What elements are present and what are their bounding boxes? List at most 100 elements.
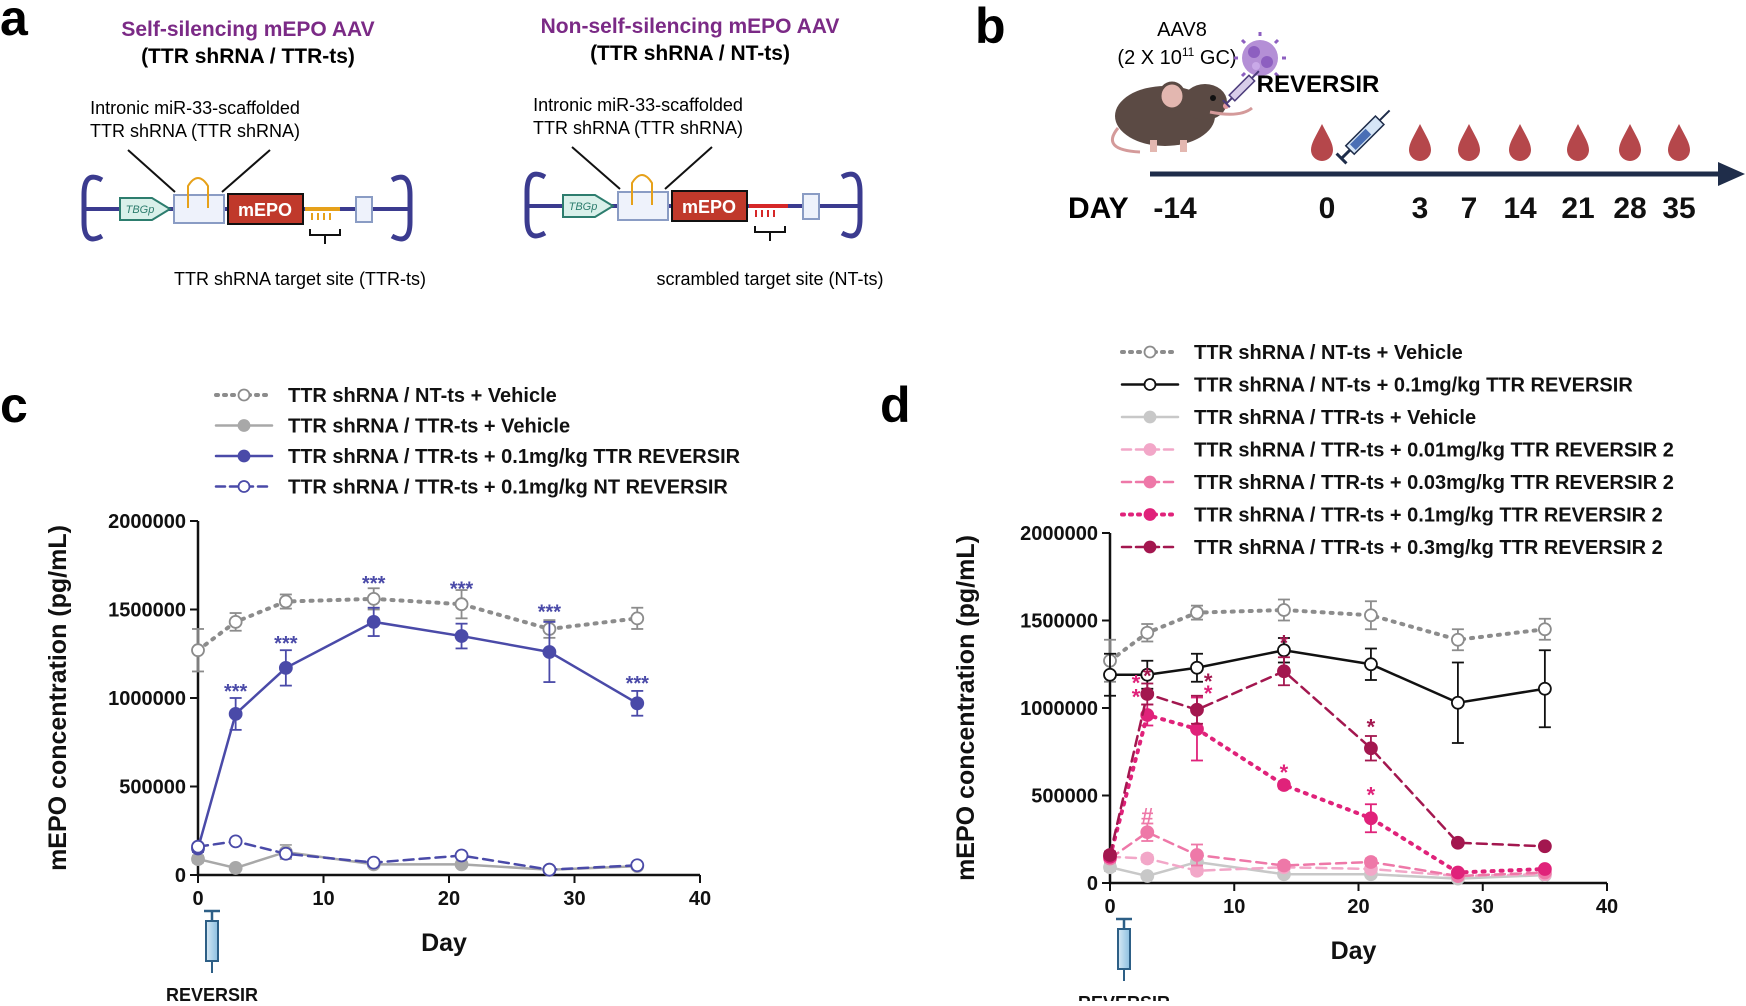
data-point <box>1537 862 1552 876</box>
timeline-day-label: 28 <box>1613 192 1646 225</box>
data-point <box>1451 695 1465 710</box>
series-line <box>196 850 639 871</box>
legend-marker <box>1143 410 1157 424</box>
gene-box <box>671 190 748 222</box>
legend-entry: TTR shRNA / TTR-ts + 0.1mg/kg TTR REVERS… <box>1120 505 1663 527</box>
legend-entry: TTR shRNA / NT-ts + 0.1mg/kg TTR REVERSI… <box>1120 375 1633 397</box>
series <box>1103 656 1552 862</box>
significance-mark: *** <box>626 673 650 695</box>
x-tick-label: 10 <box>312 888 334 910</box>
data-point <box>1451 835 1465 850</box>
panel-label-c: c <box>0 377 28 433</box>
legend-label: TTR shRNA / TTR-ts + 0.01mg/kg TTR REVER… <box>1194 440 1674 462</box>
itr-right <box>840 171 863 239</box>
legend-label: TTR shRNA / TTR-ts + Vehicle <box>288 416 570 438</box>
y-tick-label: 0 <box>175 865 186 887</box>
significance-mark: * <box>1280 630 1289 655</box>
data-point <box>278 661 293 675</box>
timeline-day-label: 3 <box>1412 192 1429 225</box>
legend-entry: TTR shRNA / TTR-ts + 0.3mg/kg TTR REVERS… <box>1120 537 1663 559</box>
data-point <box>191 643 205 658</box>
data-point <box>278 594 293 609</box>
x-axis-label: Day <box>1331 937 1377 965</box>
data-point <box>1103 667 1117 682</box>
reversir-label: REVERSIR <box>1257 71 1380 98</box>
data-point <box>1190 722 1204 736</box>
series-line <box>1108 712 1547 875</box>
blood-drop-icon <box>1619 124 1641 161</box>
data-point <box>1140 687 1155 701</box>
pointer-line <box>664 146 713 190</box>
itr-right <box>390 174 413 242</box>
legend-entry: TTR shRNA / TTR-ts + 0.03mg/kg TTR REVER… <box>1120 472 1674 494</box>
blood-drop-icon <box>1311 124 1333 161</box>
timeline-day-label: 0 <box>1319 192 1336 225</box>
data-point <box>191 839 205 854</box>
intronic-label-2: TTR shRNA (TTR shRNA) <box>90 121 300 141</box>
data-point <box>1537 622 1552 637</box>
intronic-label-1: Intronic miR-33-scaffolded <box>533 95 743 115</box>
legend-label: TTR shRNA / TTR-ts + 0.3mg/kg TTR REVERS… <box>1194 537 1663 559</box>
x-tick-label: 40 <box>689 888 711 910</box>
panel-a: Self-silencing mEPO AAV (TTR shRNA / TTR… <box>81 15 884 289</box>
virus-icon <box>1234 32 1286 84</box>
significance-mark: *** <box>362 573 386 595</box>
mouse-icon <box>1111 81 1253 154</box>
series <box>191 606 645 856</box>
construct-title: Self-silencing mEPO AAV <box>121 18 374 41</box>
data-point <box>1277 664 1291 679</box>
polyA-box <box>355 196 373 223</box>
target-site-label: scrambled target site (NT-ts) <box>656 269 883 289</box>
legend-marker <box>1143 345 1157 359</box>
data-point <box>1277 603 1291 617</box>
gene-box <box>227 193 304 225</box>
x-tick-label: 20 <box>438 888 460 910</box>
series <box>191 844 645 877</box>
significance-mark: * <box>1132 685 1141 710</box>
data-point <box>1364 608 1378 623</box>
significance-mark: * <box>1204 669 1213 694</box>
y-tick-label: 500000 <box>119 777 186 799</box>
x-tick-label: 0 <box>192 888 203 910</box>
data-point <box>630 611 645 626</box>
data-point <box>1190 863 1204 878</box>
construct-self-silencing: Self-silencing mEPO AAV (TTR shRNA / TTR… <box>81 18 426 289</box>
data-point <box>1277 778 1291 792</box>
data-point <box>1277 858 1291 873</box>
panel-b: AAV8 (2 X 1011 GC) REVERSIR <box>1068 19 1745 225</box>
gene-label: mEPO <box>682 197 736 217</box>
data-point <box>630 696 645 711</box>
x-tick-label: 40 <box>1596 896 1618 918</box>
y-tick-label: 500000 <box>1031 786 1098 808</box>
data-point <box>1364 855 1378 869</box>
data-point <box>228 861 243 875</box>
series <box>1103 598 1552 683</box>
significance-mark: * <box>1132 671 1141 696</box>
timeline-arrowhead <box>1718 162 1745 186</box>
data-point <box>366 855 381 870</box>
data-point <box>454 597 469 612</box>
construct-subtitle: (TTR shRNA / NT-ts) <box>590 42 790 65</box>
promoter-label: TBGp <box>126 204 155 216</box>
target-bracket <box>309 229 341 244</box>
intronic-label-2: TTR shRNA (TTR shRNA) <box>533 118 743 138</box>
legend-marker <box>1143 378 1157 391</box>
legend-marker <box>237 388 251 402</box>
blood-drop-icon <box>1409 124 1431 161</box>
data-point <box>542 645 557 659</box>
syringe-icon <box>1335 109 1391 165</box>
y-tick-label: 1000000 <box>108 688 186 710</box>
blood-draws <box>1311 124 1690 161</box>
legend-marker <box>1143 443 1157 456</box>
legend-marker <box>237 449 251 463</box>
data-point <box>1140 667 1155 682</box>
y-tick-label: 0 <box>1087 873 1098 895</box>
blood-drop-icon <box>1668 124 1690 161</box>
shrna-hairpin-icon <box>631 174 653 205</box>
legend-label: TTR shRNA / TTR-ts + 0.1mg/kg TTR REVERS… <box>1194 505 1663 527</box>
legend-marker <box>1143 540 1157 554</box>
x-tick-label: 0 <box>1104 896 1115 918</box>
timeline-day-label: 35 <box>1662 192 1695 225</box>
x-tick-label: 20 <box>1347 896 1369 918</box>
